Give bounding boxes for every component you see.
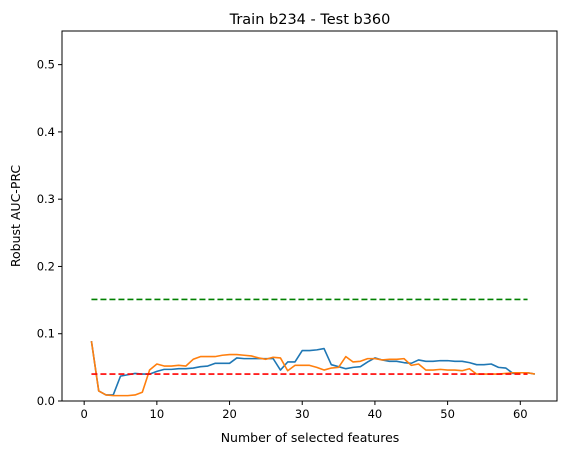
plot-area	[90, 298, 535, 397]
series-line-2	[90, 341, 535, 397]
x-tick-label: 40	[368, 407, 383, 421]
series-line-1	[90, 341, 535, 396]
x-tick-label: 10	[150, 407, 165, 421]
x-tick-label: 0	[81, 407, 88, 421]
plot-frame	[61, 30, 558, 402]
x-axis: 0 10 20 30 40 50 60	[81, 401, 528, 421]
y-tick-label: 0.2	[37, 259, 55, 273]
y-tick-label: 0.0	[37, 394, 55, 408]
x-tick-label: 60	[513, 407, 528, 421]
y-tick-label: 0.5	[37, 58, 55, 72]
y-axis: 0.0 0.1 0.2 0.3 0.4 0.5	[37, 58, 62, 408]
chart-title: Train b234 - Test b360	[229, 12, 391, 28]
x-tick-label: 20	[222, 407, 237, 421]
y-tick-label: 0.3	[37, 192, 55, 206]
y-tick-label: 0.4	[37, 125, 55, 139]
x-tick-label: 30	[295, 407, 310, 421]
x-axis-label: Number of selected features	[221, 430, 400, 445]
y-tick-label: 0.1	[37, 327, 55, 341]
y-axis-label: Robust AUC-PRC	[8, 165, 23, 268]
x-tick-label: 50	[440, 407, 455, 421]
